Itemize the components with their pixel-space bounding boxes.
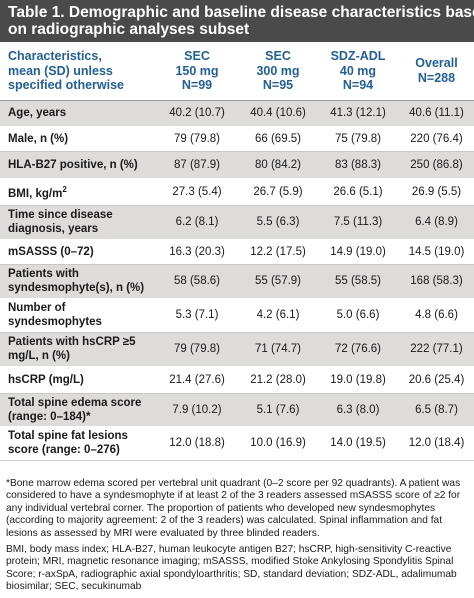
row-label: Male, n (%) <box>0 126 155 152</box>
cell-sec300: 21.2 (28.0) <box>239 366 317 394</box>
cell-overall: 20.6 (25.4) <box>399 366 474 394</box>
cell-sec150: 79 (79.8) <box>155 332 239 367</box>
row-label: mSASSS (0–72) <box>0 239 155 265</box>
cell-sec150: 58 (58.6) <box>155 264 239 299</box>
cell-sec150: 27.3 (5.4) <box>155 178 239 206</box>
cell-sec300: 40.4 (10.6) <box>239 100 317 127</box>
cell-sec150: 6.2 (8.1) <box>155 205 239 240</box>
cell-sec150: 79 (79.8) <box>155 126 239 152</box>
cell-sec150: 21.4 (27.6) <box>155 366 239 394</box>
cell-sec300: 10.0 (16.9) <box>239 426 317 461</box>
cell-sec300: 55 (57.9) <box>239 264 317 299</box>
header-sec-300: SEC 300 mg N=95 <box>239 42 317 101</box>
cell-sdz: 14.0 (19.5) <box>317 426 399 461</box>
cell-sec150: 5.3 (7.1) <box>155 298 239 333</box>
cell-sec300: 80 (84.2) <box>239 151 317 179</box>
cell-overall: 168 (58.3) <box>399 264 474 299</box>
cell-sec300: 26.7 (5.9) <box>239 178 317 206</box>
row-label: Time since disease diagnosis, years <box>0 205 155 240</box>
footnote-abbreviations: BMI, body mass index; HLA-B27, human leu… <box>6 544 457 593</box>
cell-sec150: 7.9 (10.2) <box>155 393 239 427</box>
cell-sec300: 4.2 (6.1) <box>239 298 317 333</box>
footnote-methods: *Bone marrow edema scored per vertebral … <box>6 478 461 539</box>
table-row: HLA-B27 positive, n (%) 87 (87.9) 80 (84… <box>0 151 474 179</box>
cell-overall: 220 (76.4) <box>399 126 474 152</box>
cell-sec150: 16.3 (20.3) <box>155 239 239 265</box>
table-header-row: Characteristics, mean (SD) unless specif… <box>0 42 474 101</box>
table-title: Table 1. Demographic and baseline diseas… <box>0 0 474 42</box>
cell-overall: 4.8 (6.6) <box>399 298 474 333</box>
table-row: Number of syndesmophytes 5.3 (7.1) 4.2 (… <box>0 298 474 333</box>
cell-sec300: 12.2 (17.5) <box>239 239 317 265</box>
row-label: Number of syndesmophytes <box>0 298 155 333</box>
cell-sec150: 12.0 (18.8) <box>155 426 239 461</box>
table-row: Male, n (%) 79 (79.8) 66 (69.5) 75 (79.8… <box>0 126 474 152</box>
cell-sdz: 6.3 (8.0) <box>317 393 399 427</box>
cell-sdz: 14.9 (19.0) <box>317 239 399 265</box>
cell-sec300: 5.1 (7.6) <box>239 393 317 427</box>
footnotes: *Bone marrow edema scored per vertebral … <box>6 478 470 598</box>
title-line-2: on radiographic analyses subset <box>8 21 250 38</box>
superscript: 2 <box>62 184 67 194</box>
row-label: HLA-B27 positive, n (%) <box>0 151 155 179</box>
header-overall: Overall N=288 <box>399 42 474 101</box>
cell-sdz: 55 (58.5) <box>317 264 399 299</box>
cell-sdz: 5.0 (6.6) <box>317 298 399 333</box>
row-label: Patients with syndesmophyte(s), n (%) <box>0 264 155 299</box>
row-label: Patients with hsCRP ≥5 mg/L, n (%) <box>0 332 155 367</box>
cell-sdz: 26.6 (5.1) <box>317 178 399 206</box>
cell-overall: 26.9 (5.5) <box>399 178 474 206</box>
table-row: Total spine fat lesions score (range: 0–… <box>0 426 474 461</box>
table-row: hsCRP (mg/L) 21.4 (27.6) 21.2 (28.0) 19.… <box>0 366 474 394</box>
characteristics-table: Characteristics, mean (SD) unless specif… <box>0 42 474 461</box>
cell-overall: 250 (86.8) <box>399 151 474 179</box>
header-sdz-adl: SDZ-ADL 40 mg N=94 <box>317 42 399 101</box>
cell-sdz: 75 (79.8) <box>317 126 399 152</box>
table-row: Age, years 40.2 (10.7) 40.4 (10.6) 41.3 … <box>0 100 474 127</box>
table-row: mSASSS (0–72) 16.3 (20.3) 12.2 (17.5) 14… <box>0 239 474 265</box>
header-sec-150: SEC 150 mg N=99 <box>155 42 239 101</box>
row-label: BMI, kg/m2 <box>0 178 155 206</box>
table-row: Time since disease diagnosis, years 6.2 … <box>0 205 474 240</box>
cell-overall: 6.5 (8.7) <box>399 393 474 427</box>
cell-overall: 222 (77.1) <box>399 332 474 367</box>
cell-sdz: 83 (88.3) <box>317 151 399 179</box>
cell-overall: 40.6 (11.1) <box>399 100 474 127</box>
cell-overall: 14.5 (19.0) <box>399 239 474 265</box>
title-line-1: Table 1. Demographic and baseline diseas… <box>8 4 474 21</box>
table-row: Total spine edema score (range: 0–184)* … <box>0 393 474 427</box>
cell-sdz: 72 (76.6) <box>317 332 399 367</box>
cell-sdz: 41.3 (12.1) <box>317 100 399 127</box>
row-label: Total spine edema score (range: 0–184)* <box>0 393 155 427</box>
cell-sdz: 7.5 (11.3) <box>317 205 399 240</box>
cell-sdz: 19.0 (19.8) <box>317 366 399 394</box>
row-label: Total spine fat lesions score (range: 0–… <box>0 426 155 461</box>
cell-sec150: 87 (87.9) <box>155 151 239 179</box>
cell-sec300: 71 (74.7) <box>239 332 317 367</box>
table-row: Patients with hsCRP ≥5 mg/L, n (%) 79 (7… <box>0 332 474 367</box>
cell-sec300: 5.5 (6.3) <box>239 205 317 240</box>
header-characteristics: Characteristics, mean (SD) unless specif… <box>0 42 155 101</box>
table-row: Patients with syndesmophyte(s), n (%) 58… <box>0 264 474 299</box>
cell-sec150: 40.2 (10.7) <box>155 100 239 127</box>
row-label: hsCRP (mg/L) <box>0 366 155 394</box>
row-label: Age, years <box>0 100 155 127</box>
cell-overall: 12.0 (18.4) <box>399 426 474 461</box>
cell-overall: 6.4 (8.9) <box>399 205 474 240</box>
table-row: BMI, kg/m2 27.3 (5.4) 26.7 (5.9) 26.6 (5… <box>0 178 474 206</box>
cell-sec300: 66 (69.5) <box>239 126 317 152</box>
